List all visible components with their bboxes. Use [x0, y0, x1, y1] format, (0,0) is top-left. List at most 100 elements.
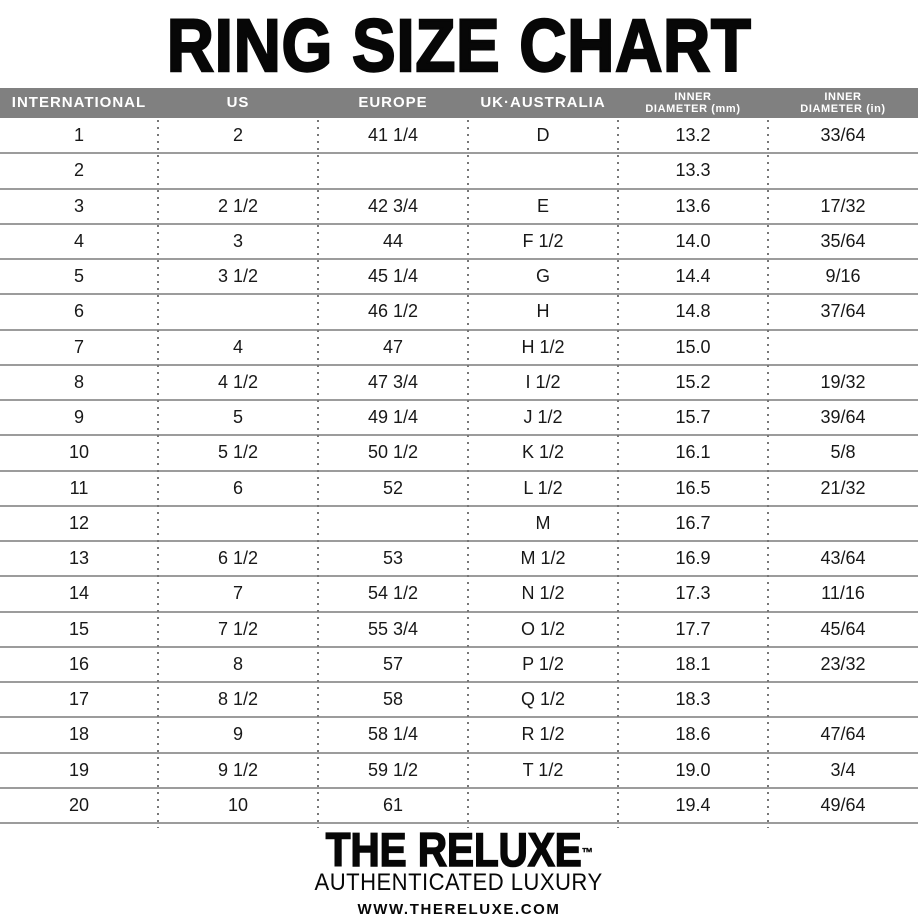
cell: H — [536, 301, 550, 322]
cell: 14.4 — [675, 266, 711, 287]
cell: 7 — [232, 583, 243, 604]
header-label: INTERNATIONAL — [11, 94, 147, 111]
cell: G — [535, 266, 550, 287]
cell — [468, 154, 618, 187]
header-label: US — [226, 94, 250, 111]
cell: 18.1 — [675, 653, 711, 674]
cell: 13.3 — [675, 160, 711, 181]
cell: 53 — [382, 548, 404, 569]
header-label: DIAMETER (mm) — [645, 103, 741, 115]
cell: 18.3 — [675, 689, 711, 710]
cell — [768, 507, 918, 540]
table-row: 19 9 1/2 59 1/2 T 1/2 19.0 3/4 — [0, 754, 918, 789]
cell: 19.0 — [675, 759, 711, 780]
cell: 6 — [232, 477, 243, 498]
cell — [158, 295, 318, 328]
cell: 33/64 — [820, 125, 866, 146]
cell: Q 1/2 — [520, 689, 566, 710]
cell: P 1/2 — [522, 653, 564, 674]
table-row: 11 6 52 L 1/2 16.5 21/32 — [0, 472, 918, 507]
cell: 5 — [232, 407, 243, 428]
cell: 9 — [232, 724, 243, 745]
cell: 15.0 — [675, 336, 711, 357]
cell: I 1/2 — [525, 371, 561, 392]
cell — [318, 507, 468, 540]
cell: 18.6 — [675, 724, 711, 745]
cell: O 1/2 — [520, 618, 566, 639]
cell: 13 — [68, 548, 90, 569]
cell: R 1/2 — [521, 724, 565, 745]
table-row: 18 9 58 1/4 R 1/2 18.6 47/64 — [0, 718, 918, 754]
cell: 10 — [227, 794, 249, 815]
cell: 20 — [68, 794, 90, 815]
cell: 13.2 — [675, 125, 711, 146]
cell: 42 3/4 — [367, 195, 419, 216]
header-label: UK·AUSTRALIA — [480, 94, 606, 111]
cell: 17 — [68, 689, 90, 710]
cell: 55 3/4 — [367, 618, 419, 639]
cell: 19 — [68, 759, 90, 780]
cell: M — [535, 512, 551, 533]
cell: 50 1/2 — [367, 442, 419, 463]
column-separator — [767, 120, 769, 828]
header-cell: INTERNATIONAL — [0, 88, 158, 118]
cell: 7 1/2 — [217, 618, 259, 639]
cell: 58 — [382, 689, 404, 710]
cell: 8 1/2 — [217, 689, 259, 710]
header-cell: EUROPE — [318, 88, 468, 118]
cell: 18 — [68, 724, 90, 745]
cell: 8 — [73, 371, 84, 392]
cell: 14.8 — [675, 301, 711, 322]
table-row: 8 4 1/2 47 3/4 I 1/2 15.2 19/32 — [0, 366, 918, 401]
cell: 4 — [73, 230, 84, 251]
header-cell: US — [158, 88, 318, 118]
cell: 5/8 — [830, 442, 856, 463]
cell: 3/4 — [830, 759, 856, 780]
cell: H 1/2 — [521, 336, 565, 357]
cell: 6 1/2 — [217, 548, 259, 569]
brand-logo: THE RELUXE™ — [325, 825, 593, 875]
cell: 15 — [68, 618, 90, 639]
cell — [768, 154, 918, 187]
cell: 16 — [68, 653, 90, 674]
table-row: 1 2 41 1/4 D 13.2 33/64 — [0, 119, 918, 155]
table-row: 16 8 57 P 1/2 18.1 23/32 — [0, 648, 918, 683]
cell: 49/64 — [820, 794, 866, 815]
header-label: INNER — [674, 91, 712, 103]
cell: F 1/2 — [522, 230, 564, 251]
cell — [468, 789, 618, 822]
cell: 9 — [73, 407, 84, 428]
header-label: DIAMETER (in) — [800, 103, 886, 115]
table-row: 2 13.3 — [0, 154, 918, 190]
cell: 5 1/2 — [217, 442, 259, 463]
cell: 10 — [68, 442, 90, 463]
table-row: 13 6 1/2 53 M 1/2 16.9 43/64 — [0, 542, 918, 578]
header-cell: UK·AUSTRALIA — [468, 88, 618, 118]
cell: 47 — [382, 336, 404, 357]
cell: J 1/2 — [523, 407, 563, 428]
cell: T 1/2 — [522, 759, 564, 780]
table-row: 17 8 1/2 58 Q 1/2 18.3 — [0, 683, 918, 719]
cell: 41 1/4 — [367, 125, 419, 146]
header-cell: INNER DIAMETER (in) — [768, 88, 918, 118]
table-header-row: INTERNATIONAL US EUROPE UK·AUSTRALIA INNER DI… — [0, 88, 918, 118]
cell: 1 — [73, 125, 84, 146]
table-row: 15 7 1/2 55 3/4 O 1/2 17.7 45/64 — [0, 613, 918, 648]
cell: 15.7 — [675, 407, 711, 428]
cell: 61 — [382, 794, 404, 815]
cell: 11 — [69, 477, 89, 498]
cell — [768, 683, 918, 716]
cell: 4 — [232, 336, 243, 357]
cell: 21/32 — [820, 477, 866, 498]
cell: 6 — [73, 301, 84, 322]
cell: 3 1/2 — [217, 266, 259, 287]
cell: 23/32 — [820, 653, 866, 674]
table-row: 3 2 1/2 42 3/4 E 13.6 17/32 — [0, 190, 918, 225]
cell: 3 — [73, 195, 84, 216]
cell: L 1/2 — [523, 477, 563, 498]
cell: 4 1/2 — [217, 371, 259, 392]
column-separator — [467, 120, 469, 828]
table-row: 6 46 1/2 H 14.8 37/64 — [0, 295, 918, 331]
column-separator — [157, 120, 159, 828]
title-wrap: RING SIZE CHART — [0, 0, 918, 86]
